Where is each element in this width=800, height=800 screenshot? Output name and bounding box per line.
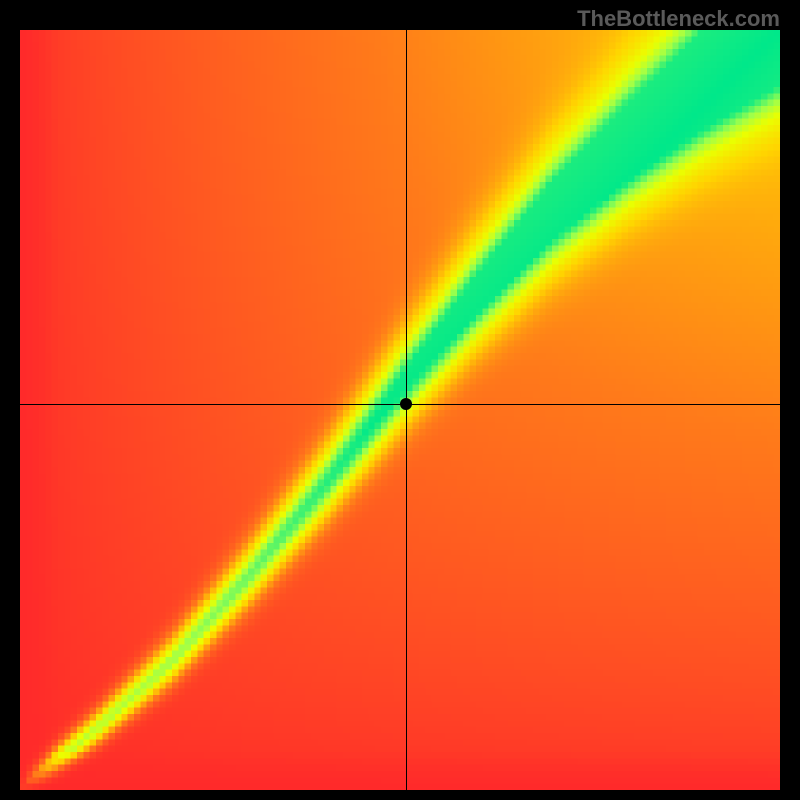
- watermark-text: TheBottleneck.com: [577, 6, 780, 32]
- heatmap-canvas: [20, 30, 780, 790]
- plot-area: [20, 30, 780, 790]
- data-point-marker: [400, 398, 412, 410]
- crosshair-vertical: [406, 30, 407, 790]
